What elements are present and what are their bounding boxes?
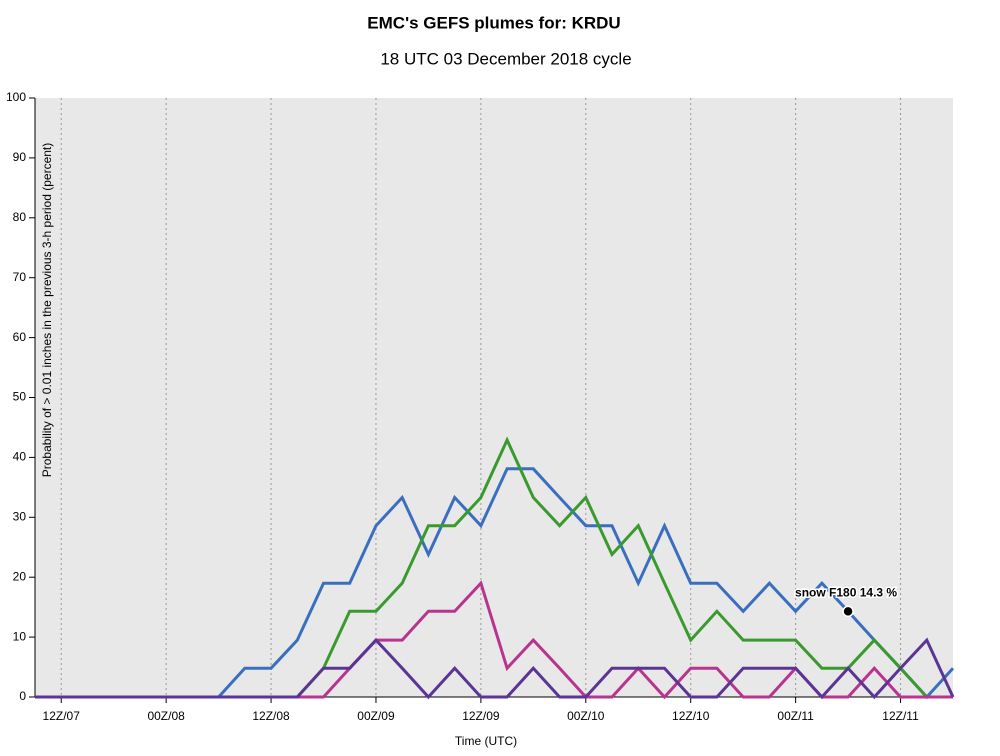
y-tick-label: 80 bbox=[13, 210, 27, 224]
chart-subtitle: 18 UTC 03 December 2018 cycle bbox=[380, 49, 631, 68]
y-tick-label: 40 bbox=[13, 450, 27, 464]
y-tick-label: 30 bbox=[13, 509, 27, 523]
x-tick-label: 00Z/11 bbox=[777, 709, 814, 723]
y-tick-label: 50 bbox=[13, 390, 27, 404]
y-tick-label: 0 bbox=[19, 689, 26, 703]
annotation: snow F180 14.3 % bbox=[795, 586, 897, 600]
x-tick-label: 00Z/08 bbox=[147, 709, 185, 723]
x-tick-label: 00Z/09 bbox=[357, 709, 395, 723]
chart-title: EMC's GEFS plumes for: KRDU bbox=[367, 13, 620, 32]
x-tick-label: 12Z/10 bbox=[672, 709, 710, 723]
x-tick-label: 12Z/07 bbox=[43, 709, 81, 723]
annotation-dot bbox=[842, 605, 854, 618]
series-line bbox=[35, 637, 955, 700]
y-tick-label: 60 bbox=[13, 330, 27, 344]
plot-background bbox=[35, 98, 953, 697]
x-tick-label: 12Z/11 bbox=[882, 709, 919, 723]
x-tick-label: 12Z/08 bbox=[252, 709, 290, 723]
y-tick-label: 10 bbox=[13, 629, 27, 643]
y-tick-label: 100 bbox=[6, 90, 26, 104]
x-tick-label: 00Z/10 bbox=[567, 709, 605, 723]
x-axis-label: Time (UTC) bbox=[455, 734, 517, 748]
x-tick-label: 12Z/09 bbox=[462, 709, 500, 723]
y-tick-label: 70 bbox=[13, 270, 27, 284]
y-axis-label: Probability of > 0.01 inches in the prev… bbox=[40, 143, 54, 478]
y-tick-label: 20 bbox=[13, 569, 27, 583]
y-tick-label: 90 bbox=[13, 150, 27, 164]
